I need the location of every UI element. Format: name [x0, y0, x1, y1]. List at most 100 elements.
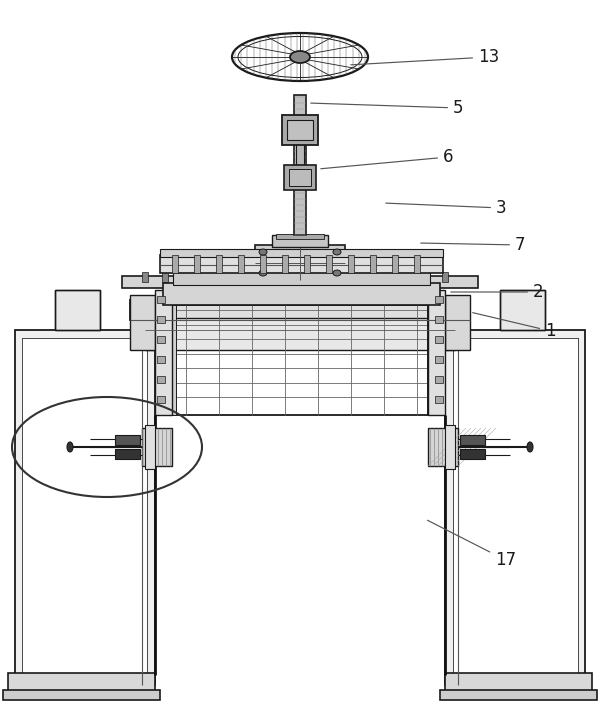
Bar: [414, 255, 420, 273]
Bar: [287, 120, 313, 140]
Bar: [255, 245, 345, 280]
Bar: [272, 235, 328, 247]
Bar: [22, 338, 147, 677]
Bar: [289, 169, 311, 186]
Polygon shape: [15, 330, 155, 685]
Bar: [342, 272, 348, 282]
Polygon shape: [445, 330, 585, 685]
Ellipse shape: [527, 442, 533, 452]
Text: 17: 17: [427, 520, 516, 569]
Bar: [435, 396, 443, 403]
Bar: [168, 305, 435, 415]
Ellipse shape: [259, 270, 267, 276]
Bar: [428, 290, 445, 415]
Bar: [500, 290, 545, 330]
Bar: [202, 272, 208, 282]
Bar: [282, 115, 318, 145]
Bar: [276, 234, 324, 239]
Bar: [55, 290, 100, 330]
Bar: [8, 673, 155, 695]
Bar: [265, 250, 335, 275]
Bar: [145, 425, 155, 469]
Bar: [182, 272, 188, 282]
Bar: [435, 356, 443, 363]
Bar: [130, 300, 470, 320]
Bar: [260, 255, 266, 273]
Bar: [3, 690, 160, 700]
Bar: [122, 276, 478, 288]
Bar: [370, 255, 376, 273]
Text: 1: 1: [473, 312, 556, 340]
Bar: [460, 449, 485, 459]
Bar: [142, 428, 172, 466]
Ellipse shape: [290, 51, 310, 63]
Bar: [322, 272, 328, 282]
Bar: [440, 690, 597, 700]
Bar: [142, 272, 148, 282]
Text: 5: 5: [311, 99, 464, 117]
Bar: [173, 271, 430, 285]
Bar: [160, 249, 443, 257]
Bar: [435, 316, 443, 323]
Bar: [348, 255, 354, 273]
Bar: [282, 255, 288, 273]
Bar: [428, 428, 458, 466]
Bar: [445, 295, 470, 350]
Bar: [453, 338, 578, 677]
Bar: [435, 336, 443, 343]
Bar: [163, 283, 440, 305]
Bar: [294, 95, 306, 235]
Ellipse shape: [333, 270, 341, 276]
Bar: [460, 435, 485, 445]
Ellipse shape: [333, 249, 341, 255]
Bar: [445, 673, 592, 695]
Bar: [145, 318, 455, 350]
Bar: [194, 255, 200, 273]
Ellipse shape: [67, 442, 73, 452]
Bar: [442, 272, 448, 282]
Ellipse shape: [259, 249, 267, 255]
Bar: [22, 338, 147, 677]
Bar: [296, 143, 304, 165]
Bar: [130, 295, 155, 350]
Bar: [362, 272, 368, 282]
Bar: [453, 338, 578, 677]
Bar: [302, 272, 308, 282]
Bar: [55, 290, 100, 330]
Bar: [216, 255, 222, 273]
Bar: [326, 255, 332, 273]
Bar: [172, 255, 178, 273]
Text: 3: 3: [386, 199, 506, 217]
Bar: [115, 435, 140, 445]
Bar: [304, 255, 310, 273]
Bar: [115, 449, 140, 459]
Bar: [157, 336, 165, 343]
Text: 7: 7: [421, 236, 526, 254]
Text: 6: 6: [321, 148, 454, 168]
Bar: [282, 272, 288, 282]
Bar: [168, 305, 176, 415]
Bar: [427, 305, 435, 415]
Bar: [157, 376, 165, 383]
Bar: [284, 165, 316, 190]
Bar: [392, 255, 398, 273]
Bar: [157, 396, 165, 403]
Text: 2: 2: [451, 283, 544, 301]
Bar: [157, 316, 165, 323]
Bar: [262, 272, 268, 282]
Bar: [435, 376, 443, 383]
Bar: [242, 272, 248, 282]
Bar: [238, 255, 244, 273]
Bar: [157, 356, 165, 363]
Bar: [157, 296, 165, 303]
Bar: [160, 255, 443, 273]
Bar: [402, 272, 408, 282]
Bar: [500, 290, 545, 330]
Bar: [155, 290, 172, 415]
Bar: [222, 272, 228, 282]
Text: 13: 13: [351, 48, 499, 66]
Bar: [162, 272, 168, 282]
Bar: [445, 425, 455, 469]
Bar: [382, 272, 388, 282]
Bar: [422, 272, 428, 282]
